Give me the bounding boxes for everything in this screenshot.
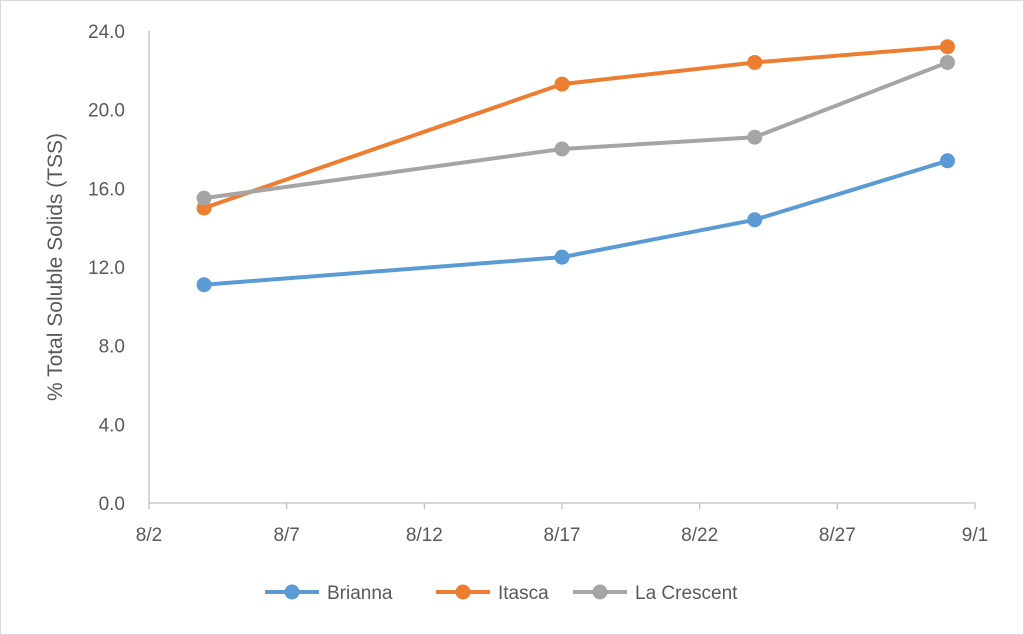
y-tick-label: 20.0 [88,101,125,122]
data-point [554,249,570,265]
legend-swatch-marker [592,584,608,600]
y-tick-label: 0.0 [99,494,125,515]
data-point [939,39,955,55]
x-tick-label: 8/7 [273,525,299,546]
data-point [196,190,212,206]
y-ticks: 0.0 4.0 8.0 12.0 16.0 20.0 24.0 [88,22,125,515]
x-tick-label: 8/17 [544,525,581,546]
data-point [939,54,955,70]
legend-label: Itasca [498,583,549,604]
y-tick-label: 8.0 [99,337,125,358]
x-ticks: 8/2 8/7 8/12 8/17 8/22 8/27 9/1 [136,503,988,546]
y-tick-label: 24.0 [88,22,125,43]
legend-item: Brianna [265,583,393,604]
y-axis-title: % Total Soluble Solids (TSS) [44,133,67,401]
legend-swatch-marker [455,584,471,600]
legend-label: La Crescent [635,583,738,604]
series-line [202,158,950,287]
x-tick-label: 9/1 [962,525,988,546]
data-point [747,129,763,145]
data-point [554,76,570,92]
legend-label: Brianna [327,583,393,604]
legend-item: La Crescent [573,583,738,604]
y-tick-label: 16.0 [88,179,125,200]
series-line [202,60,950,201]
data-point [196,277,212,293]
x-tick-label: 8/27 [819,525,856,546]
data-point [939,153,955,169]
series-brianna [196,153,955,293]
data-point [554,141,570,157]
series-la-crescent [196,54,955,206]
x-tick-label: 8/12 [406,525,443,546]
x-tick-label: 8/2 [136,525,162,546]
legend-item: Itasca [436,583,549,604]
y-tick-label: 12.0 [88,258,125,279]
legend-swatch-marker [284,584,300,600]
x-tick-label: 8/22 [681,525,718,546]
series-itasca [196,39,955,216]
series-layer [196,39,955,293]
data-point [747,212,763,228]
data-point [747,54,763,70]
series-line [202,44,950,210]
y-tick-label: 4.0 [99,415,125,436]
legend: Brianna Itasca La Crescent [265,583,738,604]
